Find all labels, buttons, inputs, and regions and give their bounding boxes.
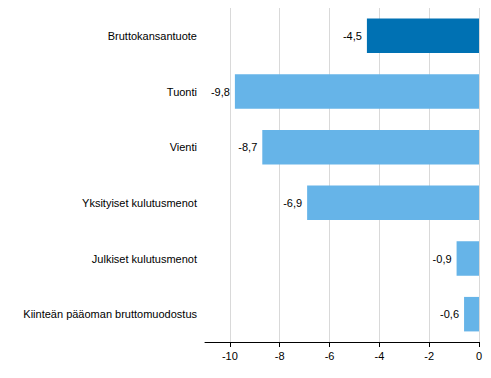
svg-text:-0,6: -0,6: [440, 308, 459, 320]
svg-text:-8: -8: [275, 350, 285, 362]
svg-text:Bruttokansantuote: Bruttokansantuote: [108, 30, 197, 42]
svg-text:-6,9: -6,9: [283, 197, 302, 209]
svg-text:0: 0: [476, 350, 482, 362]
svg-text:Tuonti: Tuonti: [167, 86, 197, 98]
svg-text:-4: -4: [374, 350, 384, 362]
svg-text:-0,9: -0,9: [433, 253, 452, 265]
svg-text:Vienti: Vienti: [170, 141, 197, 153]
svg-text:Yksityiset kulutusmenot: Yksityiset kulutusmenot: [82, 197, 197, 209]
svg-text:-9,8: -9,8: [211, 86, 230, 98]
svg-text:-2: -2: [424, 350, 434, 362]
svg-text:-8,7: -8,7: [238, 141, 257, 153]
svg-text:-4,5: -4,5: [343, 30, 362, 42]
svg-text:Kiinteän pääoman bruttomuodost: Kiinteän pääoman bruttomuodostus: [23, 308, 197, 320]
svg-text:Julkiset kulutusmenot: Julkiset kulutusmenot: [92, 253, 197, 265]
svg-text:-10: -10: [222, 350, 238, 362]
svg-text:-6: -6: [325, 350, 335, 362]
